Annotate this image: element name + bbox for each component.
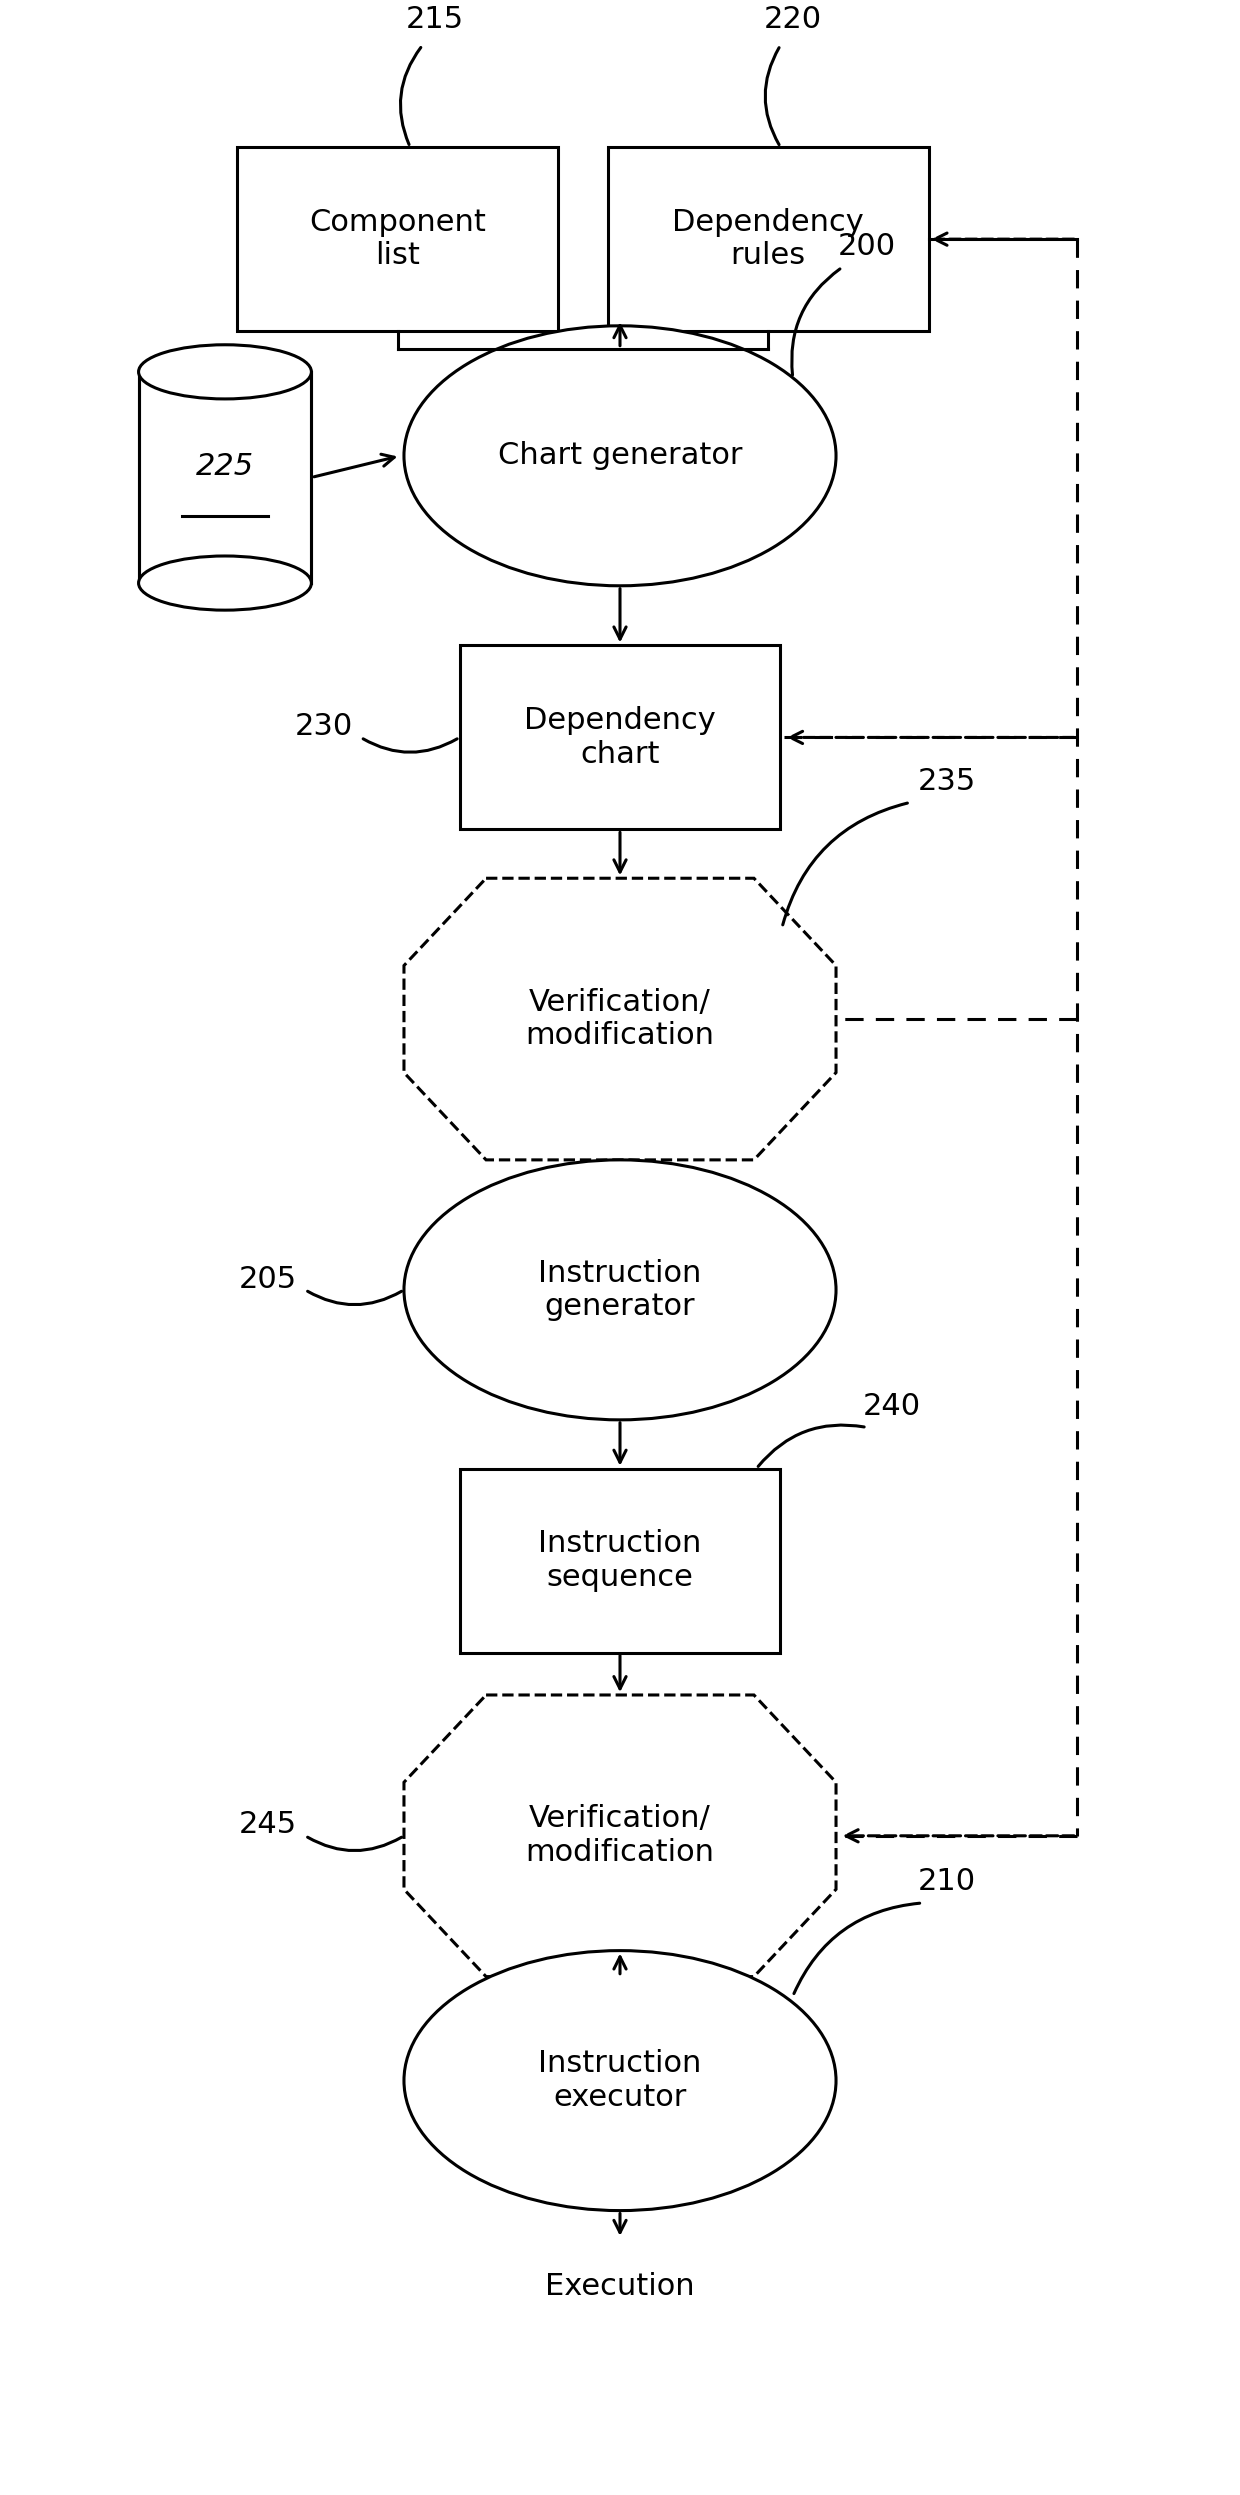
- Text: Dependency
chart: Dependency chart: [525, 706, 715, 768]
- Text: Instruction
sequence: Instruction sequence: [538, 1529, 702, 1592]
- FancyBboxPatch shape: [608, 147, 929, 332]
- Ellipse shape: [404, 1951, 836, 2211]
- Ellipse shape: [404, 1160, 836, 1420]
- Text: 230: 230: [295, 711, 353, 741]
- Text: 235: 235: [918, 766, 976, 796]
- Text: 205: 205: [239, 1265, 298, 1292]
- Text: 225: 225: [196, 452, 254, 482]
- Text: 200: 200: [838, 232, 897, 262]
- Text: Instruction
generator: Instruction generator: [538, 1257, 702, 1322]
- FancyBboxPatch shape: [139, 372, 311, 584]
- Text: Verification/
modification: Verification/ modification: [526, 988, 714, 1050]
- Ellipse shape: [139, 556, 311, 611]
- Text: 220: 220: [764, 5, 822, 35]
- FancyBboxPatch shape: [237, 147, 558, 332]
- Text: Dependency
rules: Dependency rules: [672, 207, 864, 269]
- Text: 210: 210: [918, 1866, 976, 1896]
- Text: Chart generator: Chart generator: [497, 442, 743, 469]
- Ellipse shape: [404, 327, 836, 586]
- Text: 215: 215: [405, 5, 464, 35]
- Ellipse shape: [139, 344, 311, 399]
- Text: 240: 240: [863, 1392, 920, 1422]
- Text: 245: 245: [239, 1811, 298, 1839]
- Text: Verification/
modification: Verification/ modification: [526, 1804, 714, 1866]
- Polygon shape: [404, 1694, 836, 1976]
- Text: Component
list: Component list: [309, 207, 486, 269]
- FancyBboxPatch shape: [460, 646, 780, 828]
- FancyBboxPatch shape: [460, 1470, 780, 1652]
- Text: Execution: Execution: [546, 2273, 694, 2300]
- Polygon shape: [404, 878, 836, 1160]
- Text: Instruction
executor: Instruction executor: [538, 2048, 702, 2111]
